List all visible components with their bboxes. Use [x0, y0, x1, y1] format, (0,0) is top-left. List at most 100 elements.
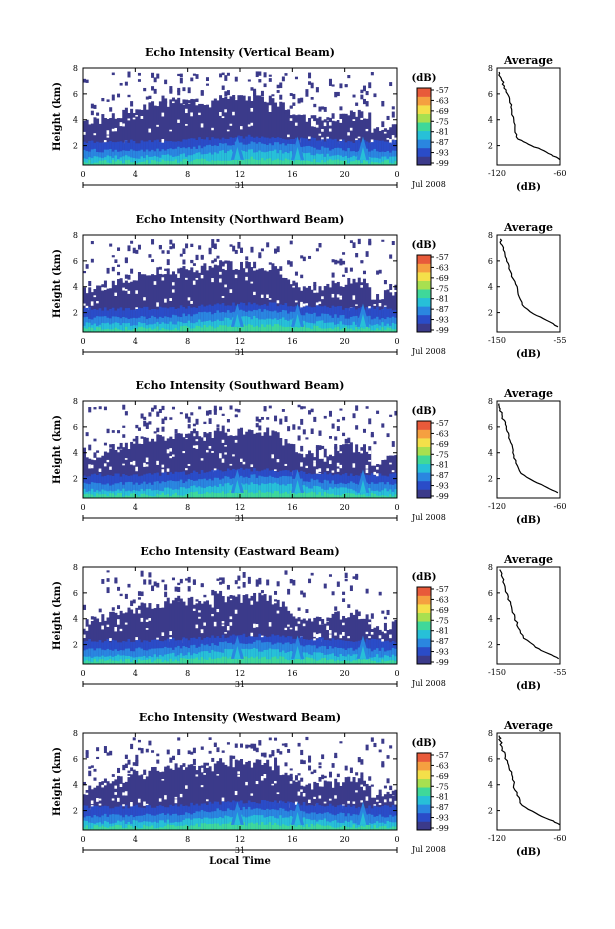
echo-gap — [171, 282, 175, 286]
echo-level — [391, 660, 395, 664]
echo-level — [198, 319, 202, 332]
echo-patch — [389, 414, 393, 417]
echo-gap — [177, 119, 181, 123]
echo-patch — [344, 267, 348, 273]
echo-gap — [289, 627, 293, 630]
echo-gap — [114, 785, 118, 789]
echo-level — [192, 825, 196, 830]
echo-column — [101, 614, 105, 664]
echo-level — [224, 317, 228, 332]
echo-level — [106, 162, 110, 165]
echo-gap — [352, 801, 356, 804]
echo-patch — [140, 436, 144, 439]
echo-level — [219, 652, 223, 664]
heatmap-cells — [83, 238, 398, 332]
echo-column — [232, 436, 236, 498]
colorbar-swatch — [417, 646, 431, 656]
x-tick-label: 20 — [340, 835, 350, 844]
echo-column — [260, 100, 264, 165]
echo-patch — [258, 79, 262, 83]
echo-column — [192, 604, 196, 664]
y-tick-label: 4 — [73, 283, 78, 292]
echo-level — [326, 322, 330, 332]
echo-gap — [234, 609, 238, 614]
echo-gap — [260, 635, 264, 638]
colorbar-label: -87 — [436, 637, 449, 646]
echo-level — [90, 657, 94, 664]
x-tick-label: 8 — [185, 669, 190, 678]
echo-level — [205, 492, 209, 498]
echo-level — [182, 153, 186, 165]
echo-patch — [117, 446, 121, 450]
echo-patch — [274, 757, 278, 762]
echo-level — [376, 828, 380, 830]
echo-patch — [300, 590, 304, 595]
echo-level — [250, 156, 254, 165]
echo-gap — [250, 632, 254, 637]
echo-level — [106, 496, 110, 498]
echo-level — [179, 326, 183, 332]
echo-level — [98, 822, 102, 830]
echo-level — [318, 492, 322, 498]
echo-gap — [88, 464, 92, 469]
echo-column — [153, 275, 157, 332]
echo-level — [386, 159, 390, 165]
echo-column — [362, 278, 366, 332]
y-tick-label: 6 — [73, 755, 78, 764]
echo-patch — [127, 583, 131, 588]
echo-column — [103, 451, 107, 498]
echo-level — [83, 149, 87, 165]
echo-level — [347, 157, 351, 165]
echo-gap — [294, 300, 298, 303]
echo-level — [153, 490, 157, 498]
echo-column — [182, 601, 186, 664]
echo-patch — [344, 438, 348, 444]
echo-patch — [182, 87, 186, 92]
echo-level — [305, 486, 309, 498]
echo-patch — [276, 90, 280, 93]
average-y-tick-label: 2 — [488, 142, 493, 151]
echo-gap — [169, 448, 173, 452]
echo-level — [373, 157, 377, 165]
x-tick-label: 16 — [287, 170, 297, 179]
echo-level — [171, 489, 175, 498]
echo-level — [386, 820, 390, 830]
echo-column — [166, 106, 170, 165]
echo-gap — [389, 798, 393, 802]
echo-level — [169, 321, 173, 332]
colorbar-swatch — [417, 629, 431, 639]
echo-level — [127, 495, 131, 498]
echo-column — [200, 437, 204, 498]
echo-patch — [106, 428, 110, 434]
echo-column — [208, 107, 212, 165]
x-tick-label: 20 — [340, 669, 350, 678]
echo-patch — [276, 748, 280, 753]
echo-gap — [313, 460, 317, 463]
echo-patch — [279, 266, 283, 271]
echo-level — [185, 658, 189, 664]
echo-gap — [96, 798, 100, 802]
echo-level — [90, 327, 94, 332]
echo-gap — [313, 462, 317, 467]
average-x-label: (dB) — [516, 182, 541, 193]
echo-column — [187, 597, 191, 664]
echo-level — [310, 658, 314, 664]
echo-patch — [355, 573, 359, 580]
echo-level — [326, 480, 330, 498]
echo-column — [153, 608, 157, 664]
echo-level — [124, 326, 128, 332]
echo-patch — [260, 90, 264, 97]
echo-column — [365, 451, 369, 498]
echo-level — [368, 824, 372, 830]
echo-patch — [221, 750, 225, 753]
y-axis-label: Height (km) — [52, 747, 63, 816]
echo-level — [394, 822, 398, 830]
echo-gap — [240, 458, 244, 462]
echo-level — [117, 322, 121, 332]
echo-gap — [200, 123, 204, 128]
echo-patch — [111, 607, 115, 611]
echo-level — [161, 656, 165, 664]
plume-core — [294, 313, 301, 327]
echo-column — [240, 602, 244, 664]
echo-gap — [106, 624, 110, 627]
